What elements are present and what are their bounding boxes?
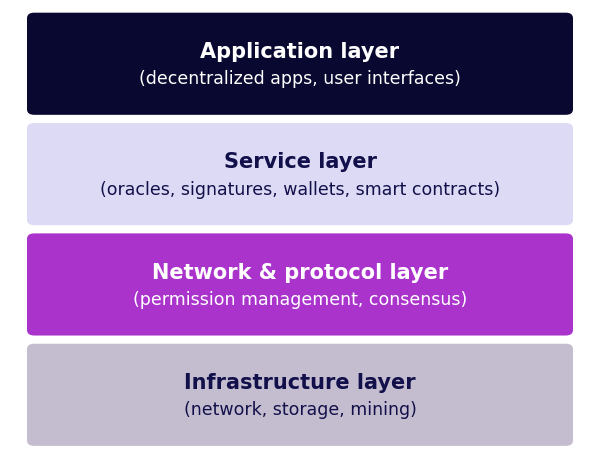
FancyBboxPatch shape [27, 234, 573, 336]
Text: Service layer: Service layer [223, 152, 377, 172]
FancyBboxPatch shape [27, 124, 573, 226]
Text: (decentralized apps, user interfaces): (decentralized apps, user interfaces) [139, 70, 461, 88]
Text: Application layer: Application layer [200, 42, 400, 62]
Text: (network, storage, mining): (network, storage, mining) [184, 400, 416, 419]
FancyBboxPatch shape [27, 344, 573, 446]
Text: Infrastructure layer: Infrastructure layer [184, 372, 416, 392]
Text: Network & protocol layer: Network & protocol layer [152, 262, 448, 282]
Text: (oracles, signatures, wallets, smart contracts): (oracles, signatures, wallets, smart con… [100, 180, 500, 198]
FancyBboxPatch shape [27, 14, 573, 116]
Text: (permission management, consensus): (permission management, consensus) [133, 290, 467, 308]
